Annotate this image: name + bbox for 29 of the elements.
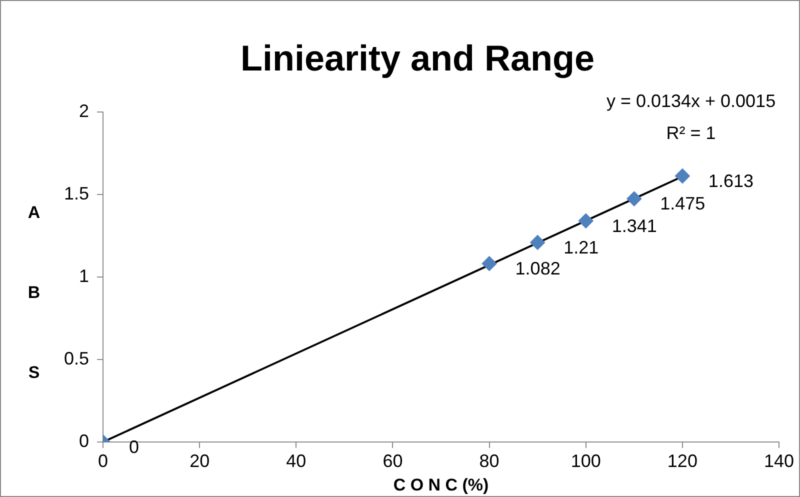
x-tick-label: 0	[98, 450, 108, 471]
x-axis-title: C O N C (%)	[393, 475, 489, 494]
text: y = 0.0134x + 0.0015	[606, 91, 776, 112]
text: ABS	[28, 203, 40, 382]
point	[578, 213, 594, 228]
x-tick-label: 80	[479, 450, 500, 471]
point	[530, 234, 546, 250]
point	[626, 191, 642, 206]
y-tick-label: 1	[79, 266, 90, 286]
x-tick-label: 120	[667, 450, 698, 471]
x-tick-label: 40	[286, 450, 306, 471]
x-tick-label: 140	[764, 450, 794, 471]
data-label: 1.21	[564, 237, 599, 258]
point	[482, 256, 497, 272]
y-tick-label: 2	[79, 101, 90, 122]
x-tick-label: 20	[190, 450, 210, 471]
x-tick-label: 100	[570, 450, 601, 471]
data-label: 1.082	[515, 258, 560, 279]
x-tick-label: 60	[382, 450, 403, 471]
data-label: 1.341	[612, 216, 657, 236]
data-label: 1.613	[708, 170, 754, 191]
data-label: 1.475	[660, 194, 706, 214]
annotation: R² = 1	[666, 123, 716, 144]
y-tick-label: 1.5	[64, 184, 90, 204]
y-tick-label: 0.5	[64, 348, 90, 369]
chart-title: Liniearity and Range	[240, 38, 595, 79]
point	[674, 168, 690, 184]
y-tick-label: 0	[79, 430, 90, 451]
data-label: 0	[129, 436, 140, 457]
